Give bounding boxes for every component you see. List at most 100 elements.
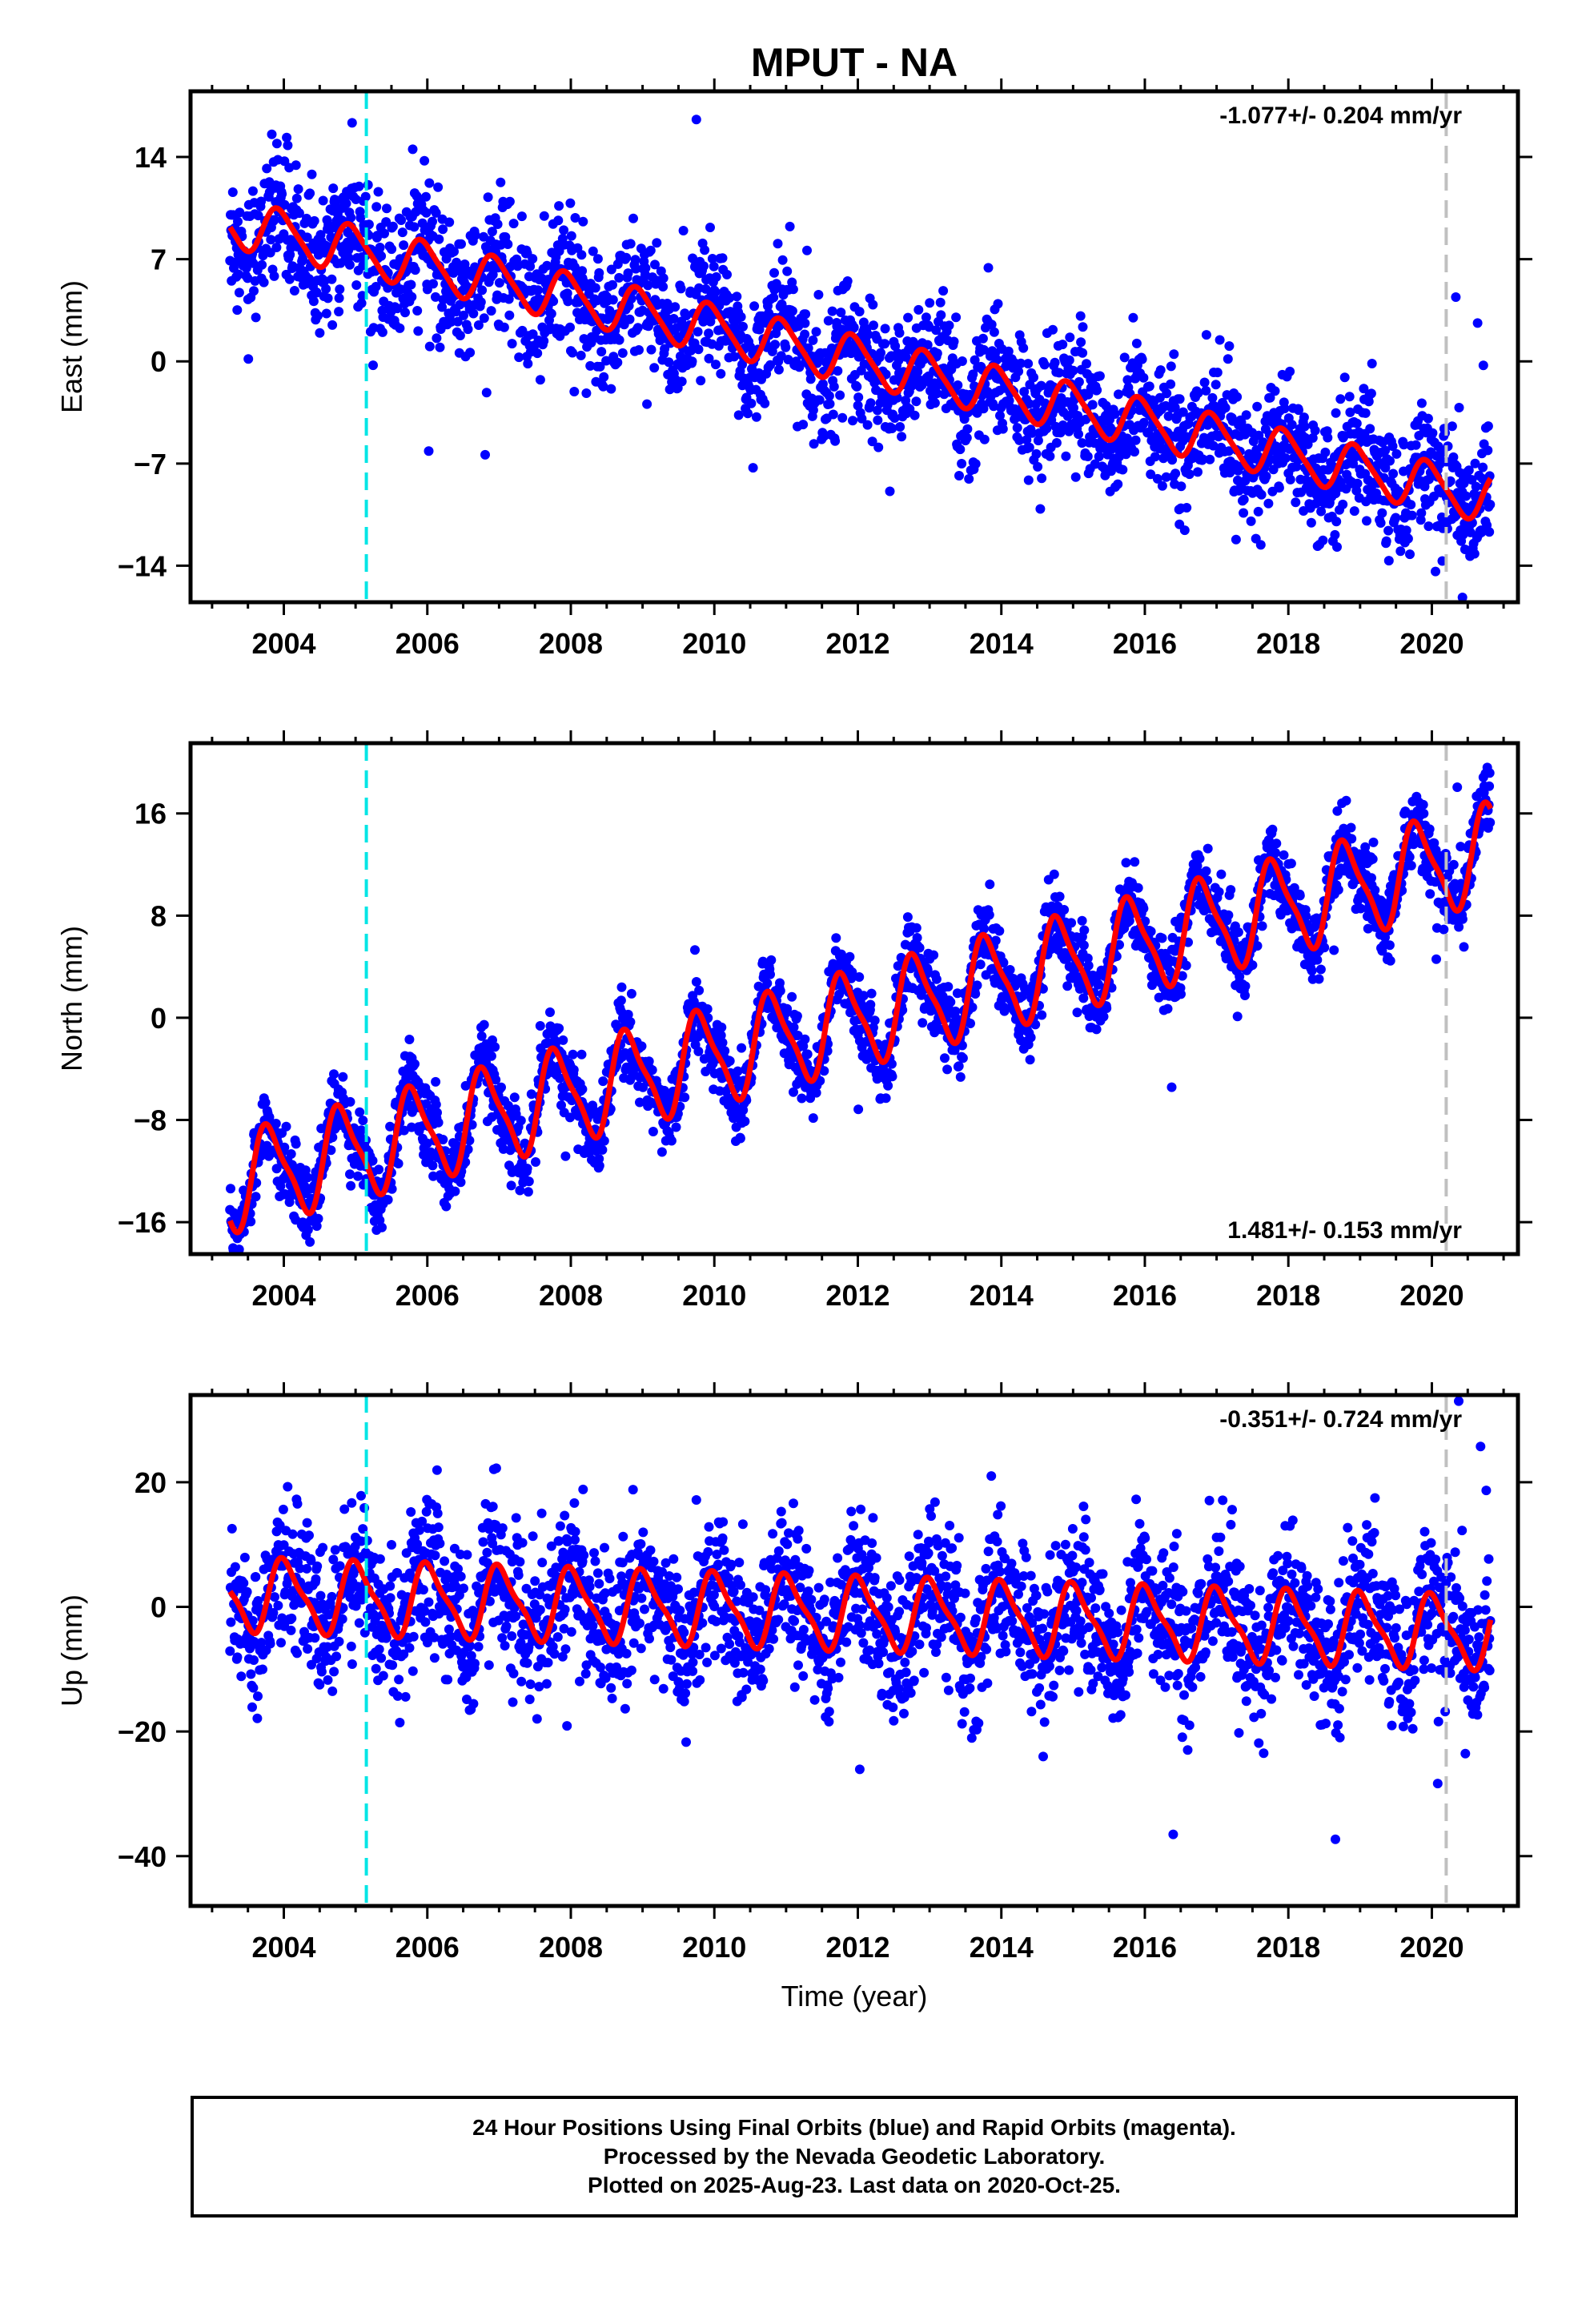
east-point: [355, 212, 366, 223]
east-point: [1033, 436, 1043, 446]
east-point: [525, 261, 536, 271]
east-point: [873, 442, 884, 452]
east-point: [533, 285, 543, 296]
east-point: [848, 416, 857, 426]
east-point: [363, 219, 374, 230]
north-point: [853, 1104, 864, 1115]
east-point: [1478, 360, 1488, 371]
east-point: [1074, 376, 1084, 387]
east-point: [375, 243, 385, 252]
north-point: [883, 1080, 893, 1091]
north-point: [994, 926, 1005, 936]
north-point: [568, 1049, 578, 1059]
north-point: [1138, 903, 1149, 914]
east-point: [1263, 498, 1274, 509]
east-point: [1092, 385, 1102, 396]
east-point: [650, 259, 660, 270]
north-point: [410, 1059, 420, 1069]
north-point: [496, 1082, 506, 1092]
east-point: [262, 163, 272, 174]
east-point: [836, 308, 846, 318]
east-point: [548, 296, 559, 307]
east-point: [233, 216, 243, 227]
east-point: [577, 266, 588, 276]
north-point: [1005, 965, 1015, 975]
east-point: [746, 398, 757, 408]
east-point: [1224, 341, 1235, 352]
east-point: [825, 399, 835, 409]
east-point: [1157, 480, 1167, 491]
north-point: [1166, 1082, 1177, 1092]
east-point: [1184, 469, 1195, 480]
east-point: [413, 326, 424, 336]
east-y-axis-label: East (mm): [55, 280, 88, 413]
east-point: [873, 415, 883, 425]
east-point: [291, 193, 302, 203]
north-point: [693, 1046, 704, 1056]
east-point: [1349, 506, 1359, 517]
north-point: [568, 1064, 579, 1075]
east-point: [1082, 452, 1093, 461]
east-panel: 2004 2006 2008 2010 2012 2014 2016 2018 2020−14−…: [55, 78, 1532, 660]
north-point: [1240, 991, 1250, 1000]
east-point: [1239, 494, 1249, 505]
east-point: [232, 305, 243, 316]
east-point: [624, 314, 635, 324]
north-point: [970, 989, 981, 999]
east-point: [565, 322, 575, 332]
east-point: [1291, 497, 1301, 508]
east-point: [590, 283, 600, 293]
east-point: [396, 215, 407, 225]
east-point: [1258, 437, 1268, 448]
north-point: [1315, 964, 1326, 975]
north-point: [958, 1053, 968, 1063]
east-point: [1167, 455, 1178, 465]
east-point: [302, 232, 312, 243]
east-point: [507, 339, 517, 349]
east-point: [932, 388, 942, 399]
north-point: [666, 1136, 677, 1146]
north-point: [887, 1072, 897, 1082]
north-point: [231, 1255, 241, 1265]
east-point: [371, 202, 382, 212]
east-point: [1261, 471, 1271, 481]
north-point: [1062, 981, 1073, 991]
north-point: [966, 1019, 975, 1028]
east-point: [433, 182, 444, 192]
east-point: [1388, 468, 1399, 479]
east-point: [925, 298, 935, 308]
x-tick-label: 2010: [682, 627, 746, 660]
east-point: [1050, 357, 1060, 368]
east-point: [1429, 491, 1439, 501]
east-point: [1014, 435, 1025, 445]
north-point: [1279, 850, 1289, 860]
east-point: [853, 392, 864, 403]
north-point: [260, 1097, 271, 1108]
east-point: [1285, 366, 1295, 376]
north-point: [1295, 891, 1305, 901]
east-point: [867, 436, 877, 447]
east-point: [749, 301, 760, 312]
east-point: [452, 316, 463, 327]
east-point: [913, 367, 923, 377]
east-point: [1287, 420, 1297, 430]
north-point: [648, 1127, 658, 1136]
east-point: [782, 266, 793, 276]
north-point: [235, 1260, 245, 1269]
x-tick-label: 2004: [251, 627, 315, 660]
east-point: [1162, 388, 1172, 399]
east-point: [773, 364, 784, 375]
east-point: [770, 340, 780, 350]
east-point: [1045, 451, 1055, 461]
east-point: [481, 388, 492, 398]
east-point: [315, 328, 325, 338]
east-point: [476, 297, 486, 308]
east-point: [1070, 472, 1081, 482]
east-point: [539, 336, 549, 346]
east-point: [717, 253, 728, 263]
east-point: [699, 261, 709, 271]
east-point: [869, 320, 878, 331]
east-point: [1445, 476, 1456, 486]
east-point: [905, 404, 915, 414]
east-point: [983, 263, 994, 273]
